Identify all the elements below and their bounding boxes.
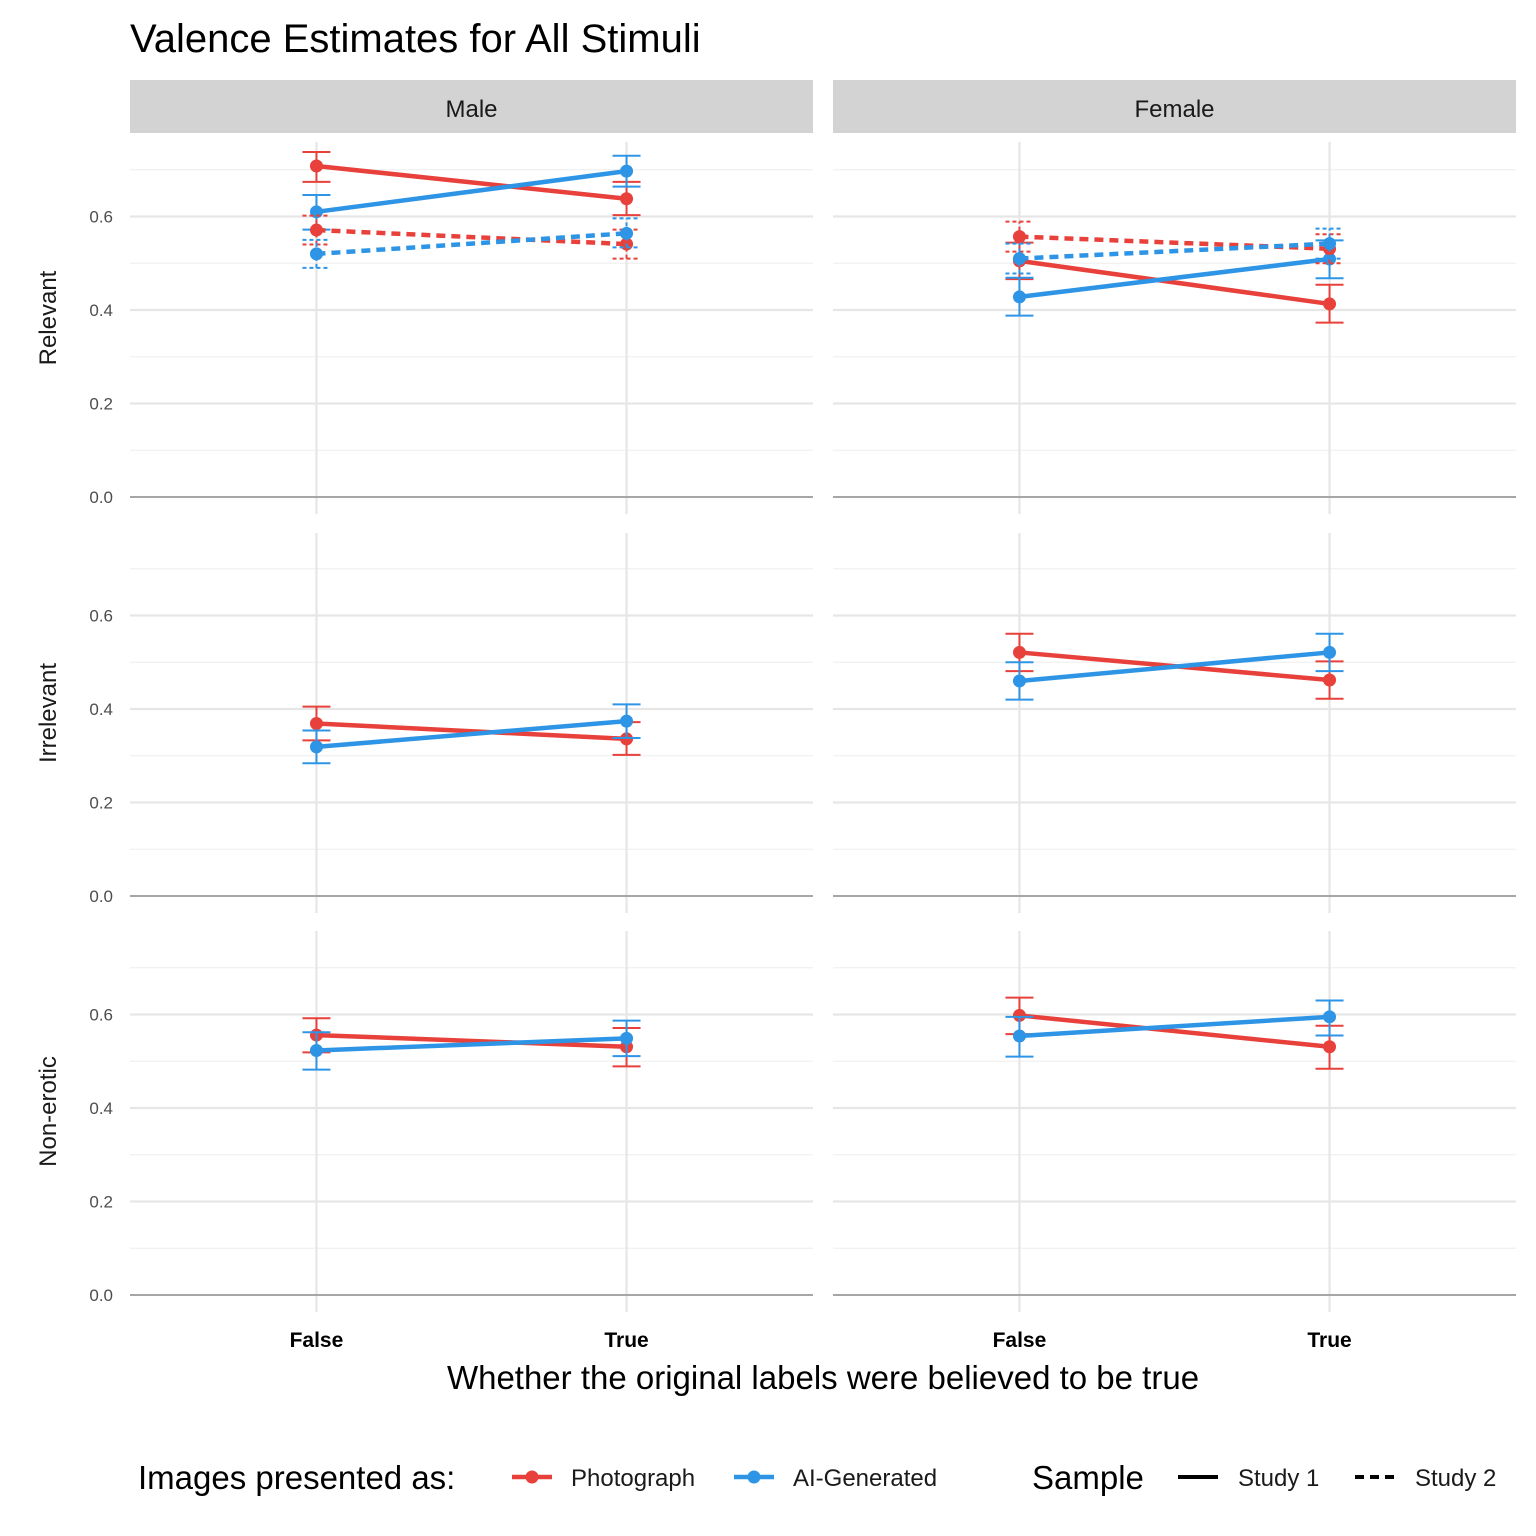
series-line: [1019, 650, 1330, 684]
x-axis: False True False True: [290, 1329, 1352, 1352]
series-line: [316, 231, 627, 257]
row-label-non-erotic: Non-erotic: [35, 1056, 62, 1167]
series-ai-generated-study1-irrelevant-male: [302, 703, 641, 765]
series-line: [1019, 1013, 1330, 1049]
panel-non-erotic-male: [130, 931, 813, 1312]
y-tick-label: 0.4: [89, 301, 113, 320]
strip-male: [130, 80, 813, 133]
data-point: [1012, 252, 1026, 266]
data-point: [309, 247, 323, 261]
y-tick-label: 0.0: [89, 488, 113, 507]
y-tick-label: 0.2: [89, 794, 113, 813]
data-point: [1323, 237, 1337, 251]
y-tick-label: 0.0: [89, 1286, 113, 1305]
y-axes: 0.0 0.2 0.4 0.6 0.0 0.2 0.4 0.6 0.0 0.2 0.4 0.6: [89, 208, 113, 1306]
chart-title: Valence Estimates for All Stimuli: [130, 17, 701, 61]
data-point: [1323, 1040, 1337, 1054]
legend-item-study-1: Study 1: [1178, 1465, 1319, 1492]
strip-label-male: Male: [445, 96, 497, 123]
data-point: [1323, 645, 1337, 659]
panel-irrelevant-female: [833, 533, 1516, 913]
legend-label: AI-Generated: [793, 1465, 937, 1492]
series-photograph-study1-irrelevant-male: [302, 705, 641, 756]
y-tick-label: 0.0: [89, 887, 113, 906]
legend-label: Study 1: [1238, 1465, 1319, 1492]
legend-key-point: [747, 1470, 761, 1484]
series-line: [316, 721, 627, 742]
facet-panels: [130, 142, 1516, 1312]
data-point: [309, 159, 323, 173]
series-line: [1019, 256, 1330, 300]
data-point: [309, 223, 323, 237]
y-tick-label: 0.2: [89, 1193, 113, 1212]
series-line: [1019, 241, 1330, 261]
strip-label-female: Female: [1134, 96, 1214, 123]
series-layer: [302, 150, 1344, 1071]
series-photograph-study1-relevant-male: [302, 150, 641, 217]
x-tick-label: False: [290, 1329, 344, 1352]
legend-key-point: [525, 1470, 539, 1484]
x-tick-label: True: [604, 1329, 648, 1352]
x-axis-label: Whether the original labels were believe…: [447, 1359, 1199, 1396]
legend-color-title: Images presented as:: [138, 1459, 455, 1496]
y-tick-label: 0.6: [89, 1006, 113, 1025]
legend-label: Study 2: [1415, 1465, 1496, 1492]
series-line: [316, 227, 627, 247]
x-tick-label: False: [993, 1329, 1047, 1352]
y-tick-label: 0.4: [89, 1099, 113, 1118]
legend-item-study-2: Study 2: [1355, 1465, 1496, 1492]
data-point: [620, 1031, 634, 1045]
y-tick-label: 0.4: [89, 700, 113, 719]
series-line: [316, 163, 627, 201]
data-point: [1012, 1008, 1026, 1022]
panel-relevant-female: [833, 142, 1516, 514]
series-line: [316, 1032, 627, 1050]
series-ai-generated-study1-non-erotic-female: [1005, 999, 1344, 1058]
series-line: [316, 168, 627, 215]
data-point: [620, 226, 634, 240]
legend-label: Photograph: [571, 1465, 695, 1492]
legend-linetype-title: Sample: [1032, 1459, 1144, 1496]
series-ai-generated-study1-non-erotic-male: [302, 1019, 641, 1071]
series-ai-generated-study2-relevant-female: [1005, 227, 1344, 275]
data-point: [309, 1043, 323, 1057]
y-tick-label: 0.6: [89, 208, 113, 227]
series-ai-generated-study2-relevant-male: [302, 217, 641, 269]
legend-item-photograph: Photograph: [512, 1465, 695, 1492]
data-point: [1323, 673, 1337, 687]
panel-non-erotic-female: [833, 931, 1516, 1312]
row-label-relevant: Relevant: [35, 270, 62, 365]
row-label-irrelevant: Irrelevant: [35, 663, 62, 763]
column-strips: Male Female: [130, 80, 1516, 133]
series-line: [316, 718, 627, 750]
series-line: [316, 1036, 627, 1053]
strip-female: [833, 80, 1516, 133]
data-point: [620, 164, 634, 178]
y-tick-label: 0.2: [89, 395, 113, 414]
series-line: [1019, 258, 1330, 307]
data-point: [620, 192, 634, 206]
series-ai-generated-study1-relevant-male: [302, 154, 641, 231]
data-point: [1012, 290, 1026, 304]
x-tick-label: True: [1307, 1329, 1351, 1352]
data-point: [309, 716, 323, 730]
panel-relevant-male: [130, 142, 813, 514]
data-point: [1012, 1029, 1026, 1043]
legend: Images presented as: Photograph AI-Generat…: [138, 1459, 1496, 1496]
series-line: [1019, 1014, 1330, 1039]
series-ai-generated-study1-irrelevant-female: [1005, 632, 1344, 701]
data-point: [1323, 297, 1337, 311]
row-labels: Relevant Irrelevant Non-erotic: [35, 270, 62, 1167]
data-point: [1012, 674, 1026, 688]
y-tick-label: 0.6: [89, 607, 113, 626]
data-point: [309, 740, 323, 754]
data-point: [1012, 645, 1026, 659]
legend-item-ai-generated: AI-Generated: [734, 1465, 937, 1492]
panel-irrelevant-male: [130, 533, 813, 913]
data-point: [620, 714, 634, 728]
data-point: [1012, 230, 1026, 244]
data-point: [1323, 1010, 1337, 1024]
